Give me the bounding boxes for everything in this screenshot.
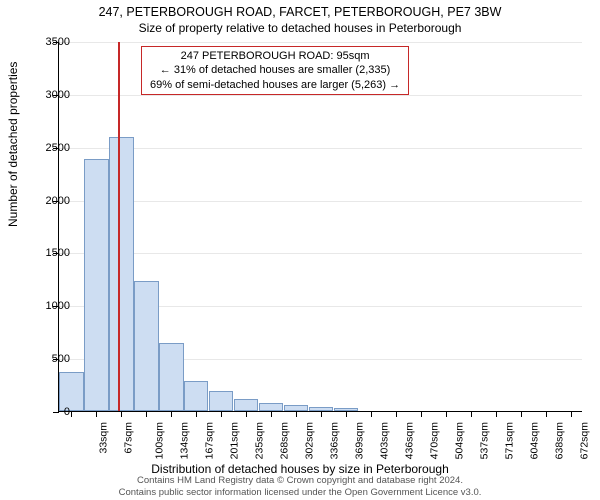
x-tick [421,411,422,417]
x-tick-label: 235sqm [254,422,266,459]
bar [234,399,258,411]
x-tick-label: 302sqm [303,422,315,459]
x-tick [546,411,547,417]
x-tick [371,411,372,417]
x-tick-label: 504sqm [453,422,465,459]
info-box-title: 247 PETERBOROUGH ROAD: 95sqm [150,49,400,63]
x-tick [471,411,472,417]
x-tick-label: 403sqm [378,422,390,459]
x-tick [321,411,322,417]
x-tick [571,411,572,417]
x-tick [146,411,147,417]
bar [84,159,108,411]
y-tick-label: 2000 [32,195,70,207]
bar [209,391,233,411]
x-tick-label: 537sqm [478,422,490,459]
x-tick [96,411,97,417]
grid-line [59,148,582,149]
x-tick [171,411,172,417]
x-tick-label: 672sqm [578,422,590,459]
bar [259,403,283,411]
bar [134,281,158,411]
chart-container: 247, PETERBOROUGH ROAD, FARCET, PETERBOR… [0,0,600,500]
info-box: 247 PETERBOROUGH ROAD: 95sqm ← 31% of de… [141,46,409,95]
y-tick-label: 1500 [32,247,70,259]
y-tick-label: 0 [32,406,70,418]
bar [184,381,208,411]
y-tick-label: 3500 [32,36,70,48]
page-subtitle: Size of property relative to detached ho… [0,21,600,35]
x-tick [346,411,347,417]
x-axis-title: Distribution of detached houses by size … [0,462,600,476]
x-tick [446,411,447,417]
footer-line2: Contains public sector information licen… [0,487,600,498]
x-tick [196,411,197,417]
footer: Contains HM Land Registry data © Crown c… [0,475,600,498]
y-tick-label: 500 [32,353,70,365]
bar [159,343,183,411]
grid-line [59,95,582,96]
x-tick-label: 369sqm [353,422,365,459]
y-tick-label: 3000 [32,89,70,101]
y-tick-label: 2500 [32,142,70,154]
x-tick-label: 470sqm [428,422,440,459]
bar [109,137,133,411]
marker-line [118,42,120,411]
x-tick-label: 100sqm [154,422,166,459]
x-tick-label: 268sqm [279,422,291,459]
x-tick-label: 604sqm [528,422,540,459]
x-tick [296,411,297,417]
x-tick [121,411,122,417]
x-tick-label: 167sqm [204,422,216,459]
info-box-line3: 69% of semi-detached houses are larger (… [150,78,400,92]
x-tick [521,411,522,417]
x-tick-label: 336sqm [328,422,340,459]
x-tick [496,411,497,417]
x-tick [246,411,247,417]
x-tick-label: 571sqm [503,422,515,459]
x-tick [396,411,397,417]
grid-line [59,201,582,202]
x-tick-label: 33sqm [98,422,110,454]
x-tick [221,411,222,417]
grid-line [59,42,582,43]
x-tick-label: 201sqm [229,422,241,459]
y-tick-label: 1000 [32,300,70,312]
plot-area: 247 PETERBOROUGH ROAD: 95sqm ← 31% of de… [58,42,582,412]
grid-line [59,253,582,254]
x-tick [271,411,272,417]
info-box-line2: ← 31% of detached houses are smaller (2,… [150,63,400,77]
y-axis-title: Number of detached properties [6,62,20,227]
x-tick-label: 134sqm [179,422,191,459]
x-tick-label: 638sqm [553,422,565,459]
x-tick-label: 436sqm [403,422,415,459]
x-tick-label: 67sqm [123,422,135,454]
page-title: 247, PETERBOROUGH ROAD, FARCET, PETERBOR… [0,5,600,19]
footer-line1: Contains HM Land Registry data © Crown c… [0,475,600,486]
x-tick [71,411,72,417]
